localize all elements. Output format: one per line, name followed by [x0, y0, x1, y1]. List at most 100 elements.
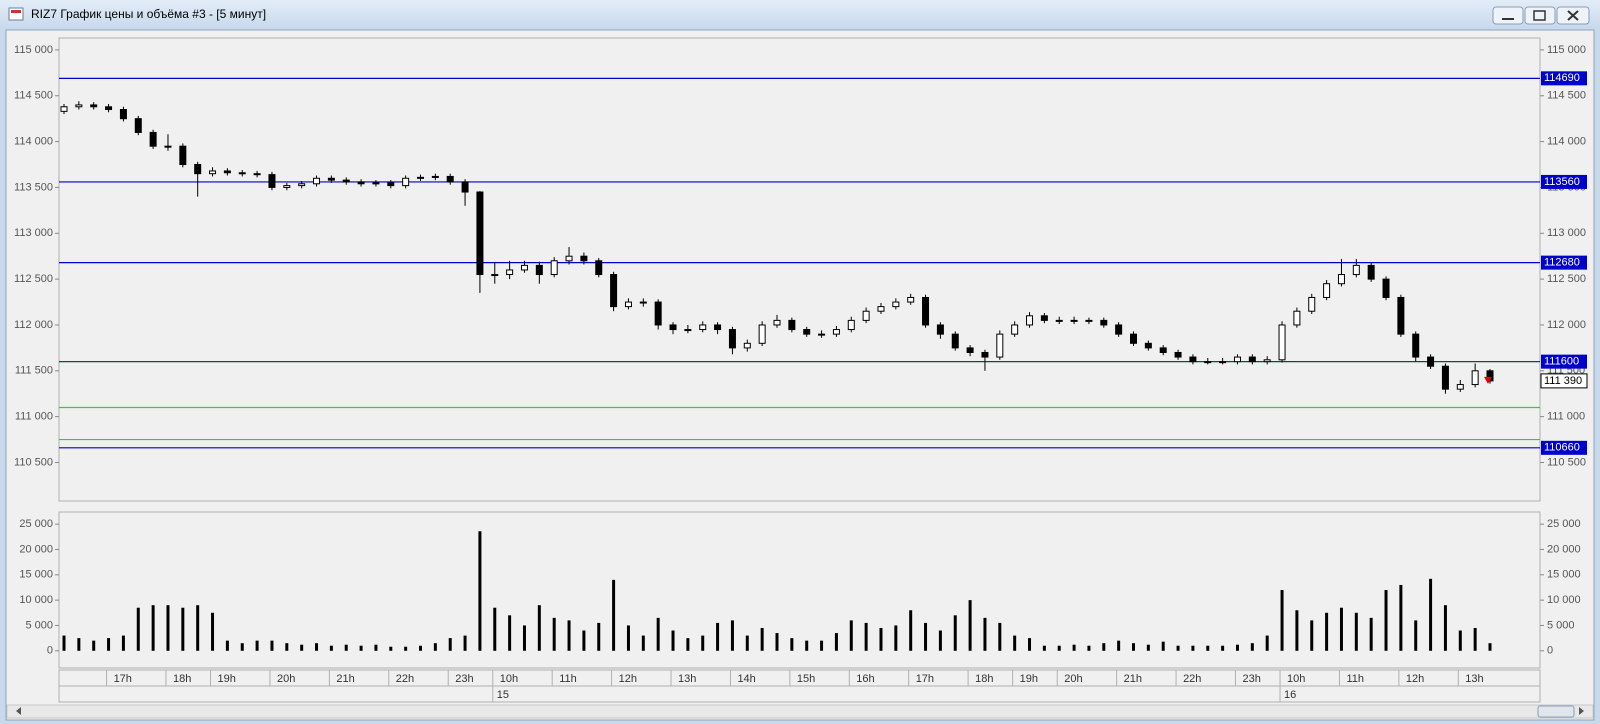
volume-bar: [894, 625, 898, 651]
candle-body: [313, 177, 321, 185]
candle-body: [788, 319, 796, 331]
candle-body: [565, 255, 573, 262]
candle-body: [446, 175, 454, 183]
volume-bar: [329, 645, 333, 651]
volume-bar: [419, 645, 422, 651]
volume-bar: [478, 531, 482, 651]
volume-bar: [508, 615, 512, 651]
volume-bar: [225, 640, 229, 651]
candle-body: [105, 106, 113, 111]
candle-body: [1412, 333, 1420, 358]
volume-bar: [820, 640, 824, 651]
time-label: 12h: [619, 673, 637, 685]
scroll-track[interactable]: [6, 704, 1594, 719]
candle-body: [1323, 283, 1331, 298]
candle-body: [936, 324, 944, 335]
volume-bar: [656, 617, 660, 651]
y-tick-label-right: 113 000: [1547, 227, 1586, 239]
level-label: 114690: [1544, 72, 1580, 84]
candle-body: [461, 181, 469, 193]
candle-body: [595, 260, 603, 276]
y-tick-label-right: 20 000: [1547, 543, 1581, 555]
volume-bar: [760, 627, 764, 651]
scroll-right[interactable]: [1579, 707, 1584, 715]
volume-bar: [344, 644, 348, 651]
volume-bar: [1473, 627, 1477, 651]
candle-body: [877, 306, 885, 312]
volume-bar: [240, 643, 244, 651]
y-tick-label-right: 115 000: [1547, 44, 1586, 56]
y-tick-label-right: 110 500: [1547, 456, 1586, 468]
candle-body: [1441, 365, 1449, 390]
date-label: 15: [497, 689, 509, 701]
candle-body: [847, 319, 855, 331]
volume-bar: [1117, 640, 1121, 651]
time-label: 22h: [1183, 673, 1201, 685]
candle-body: [119, 109, 127, 120]
volume-bar: [1146, 644, 1150, 651]
candle-body: [1293, 310, 1301, 326]
time-label: 21h: [1124, 673, 1142, 685]
level-label-box: [1541, 255, 1587, 270]
candle-body: [1382, 278, 1390, 298]
candle-body: [669, 324, 677, 331]
y-tick-label: 111 000: [15, 411, 53, 423]
volume-bar: [1399, 584, 1403, 651]
volume-bar: [1161, 641, 1165, 651]
candle-body: [1219, 361, 1227, 364]
volume-bar: [522, 625, 526, 651]
volume-bar: [255, 640, 259, 651]
y-tick-label-right: 114 500: [1547, 90, 1586, 102]
candle-body: [520, 264, 528, 271]
volume-bar: [953, 615, 957, 651]
y-tick-label-right: 112 000: [1547, 319, 1586, 331]
y-tick-label-right: 25 000: [1547, 518, 1581, 530]
candle-body: [1204, 361, 1212, 364]
volume-bar: [1057, 645, 1061, 651]
candle-body: [684, 329, 692, 332]
candle-body: [1011, 324, 1019, 335]
volume-bar: [567, 620, 571, 651]
minimize-button[interactable]: [1492, 6, 1524, 25]
candle-body: [1026, 315, 1034, 326]
volume-bar: [938, 630, 942, 651]
candle-body: [1159, 347, 1167, 353]
candle-body: [402, 177, 410, 187]
candle-body: [610, 274, 618, 308]
candle-body: [134, 118, 142, 133]
y-tick-label: 110 500: [14, 456, 53, 468]
y-tick-label: 0: [47, 645, 53, 657]
candle-body: [1456, 384, 1464, 390]
time-label: 17h: [916, 673, 934, 685]
window-icon: [8, 7, 24, 21]
candle-body: [1055, 319, 1063, 322]
candle-body: [1040, 315, 1048, 321]
time-label: 11h: [559, 673, 577, 685]
y-tick-label: 111 500: [15, 365, 53, 377]
window-buttons: [1492, 6, 1590, 25]
time-label: 11h: [1346, 673, 1364, 685]
candle-body: [1085, 319, 1093, 322]
candle-body: [209, 170, 217, 175]
time-label: 23h: [1242, 673, 1260, 685]
candle-body: [253, 173, 261, 176]
volume-bar: [983, 617, 987, 651]
scroll-thumb[interactable]: [1537, 705, 1575, 718]
candle-body: [491, 274, 499, 277]
volume-bar: [315, 643, 319, 651]
time-label: 13h: [678, 673, 696, 685]
volume-bar: [582, 630, 586, 651]
y-tick-label: 114 000: [14, 136, 53, 148]
volume-bar: [448, 638, 452, 651]
y-tick-label-right: 10 000: [1547, 594, 1581, 606]
volume-bar: [597, 622, 601, 651]
candle-body: [996, 333, 1004, 358]
candle-body: [773, 319, 781, 326]
volume-bar: [805, 640, 809, 651]
restore-button[interactable]: [1524, 6, 1556, 25]
volume-bar: [1102, 643, 1106, 651]
candle-body: [1337, 274, 1345, 285]
time-label: 22h: [396, 673, 414, 685]
scroll-left[interactable]: [16, 707, 21, 715]
volume-bar: [909, 610, 913, 651]
